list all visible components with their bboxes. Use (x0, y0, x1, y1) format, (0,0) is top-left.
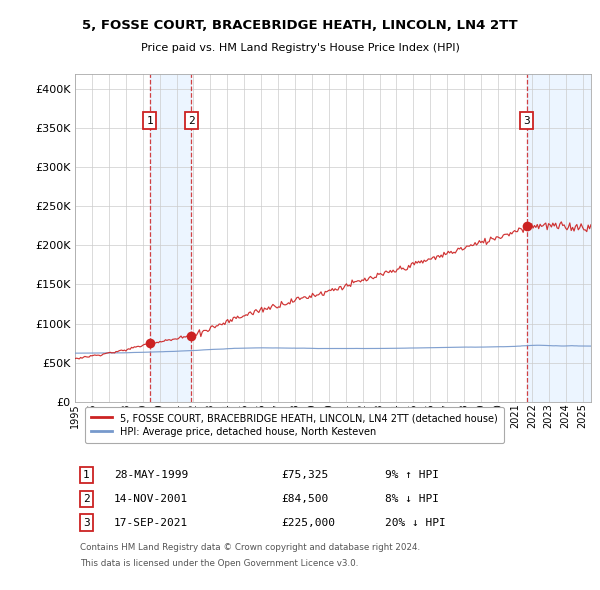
Text: 3: 3 (524, 116, 530, 126)
Text: 3: 3 (83, 517, 90, 527)
Text: 14-NOV-2001: 14-NOV-2001 (114, 494, 188, 504)
Text: 28-MAY-1999: 28-MAY-1999 (114, 470, 188, 480)
Text: This data is licensed under the Open Government Licence v3.0.: This data is licensed under the Open Gov… (80, 559, 359, 568)
Text: 2: 2 (188, 116, 194, 126)
Text: Price paid vs. HM Land Registry's House Price Index (HPI): Price paid vs. HM Land Registry's House … (140, 43, 460, 53)
Text: 1: 1 (83, 470, 90, 480)
Bar (149, 74, 191, 402)
Text: £75,325: £75,325 (281, 470, 329, 480)
Text: 8% ↓ HPI: 8% ↓ HPI (385, 494, 439, 504)
Text: £225,000: £225,000 (281, 517, 335, 527)
Text: 17-SEP-2021: 17-SEP-2021 (114, 517, 188, 527)
Text: 9% ↑ HPI: 9% ↑ HPI (385, 470, 439, 480)
Text: £84,500: £84,500 (281, 494, 329, 504)
Text: 2: 2 (83, 494, 90, 504)
Text: 5, FOSSE COURT, BRACEBRIDGE HEATH, LINCOLN, LN4 2TT: 5, FOSSE COURT, BRACEBRIDGE HEATH, LINCO… (82, 19, 518, 32)
Text: 1: 1 (146, 116, 153, 126)
Text: 20% ↓ HPI: 20% ↓ HPI (385, 517, 445, 527)
Text: Contains HM Land Registry data © Crown copyright and database right 2024.: Contains HM Land Registry data © Crown c… (80, 543, 420, 552)
Legend: 5, FOSSE COURT, BRACEBRIDGE HEATH, LINCOLN, LN4 2TT (detached house), HPI: Avera: 5, FOSSE COURT, BRACEBRIDGE HEATH, LINCO… (85, 408, 503, 443)
Bar (527, 74, 591, 402)
